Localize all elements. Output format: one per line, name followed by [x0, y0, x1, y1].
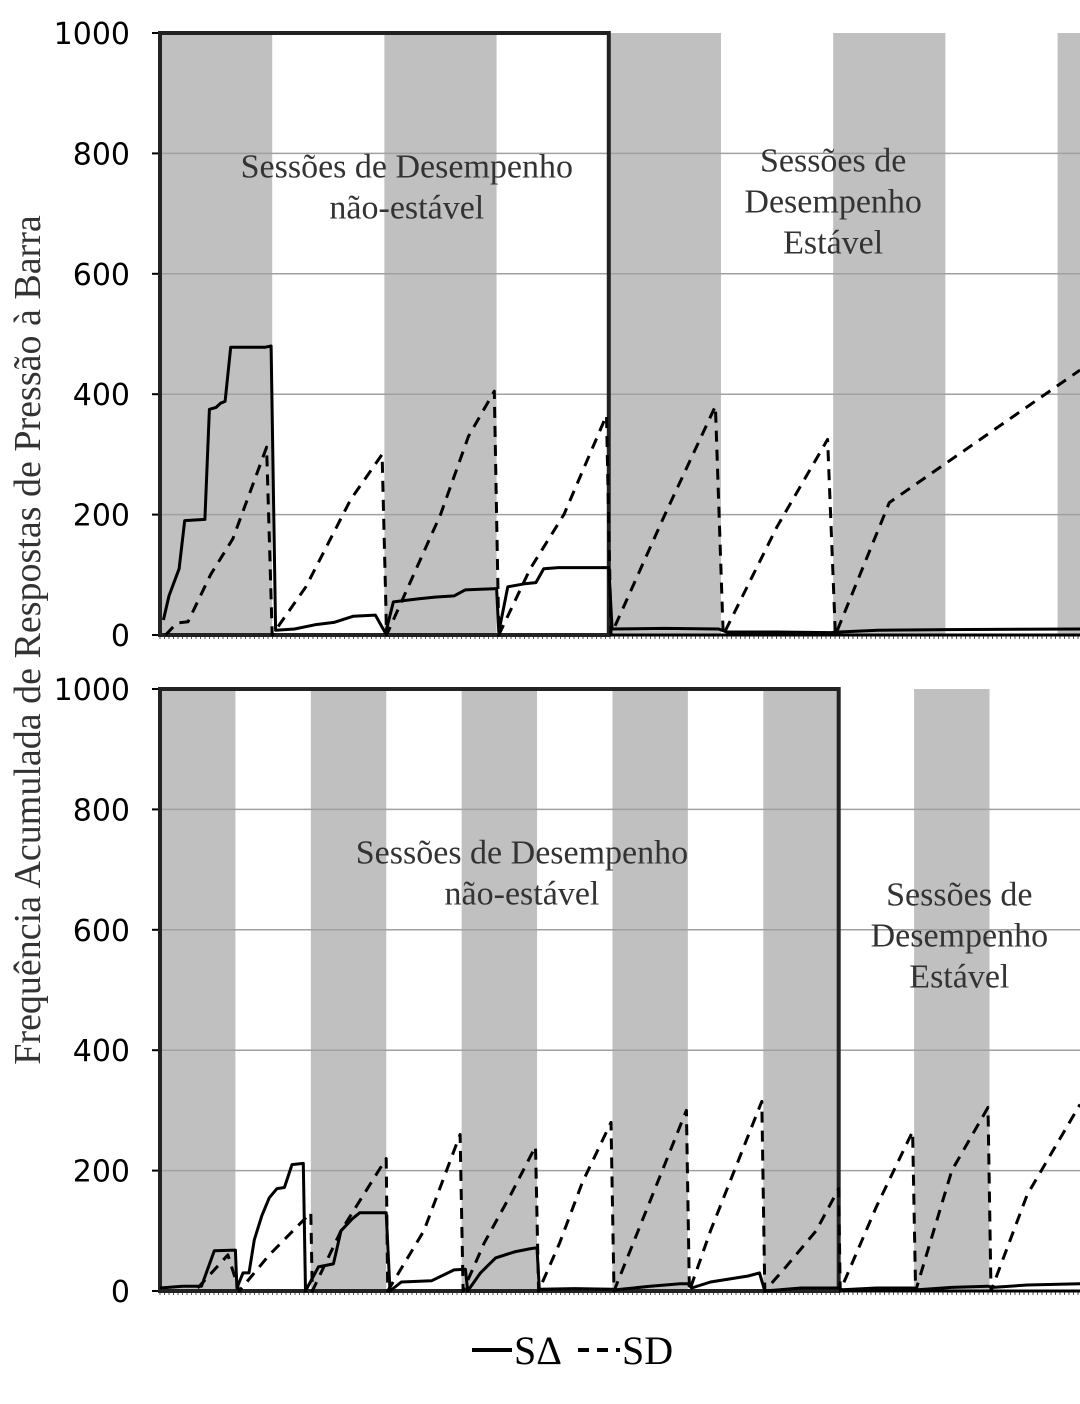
y-tick-label: 400	[73, 1034, 130, 1069]
y-tick-label: 1000	[54, 673, 130, 708]
phase-annotation-line: Desempenho	[871, 918, 1049, 955]
series-sd-line	[196, 1099, 1080, 1293]
legend-dashed-label: SD	[622, 1328, 673, 1373]
phase-annotation-line: não-estável	[329, 189, 484, 226]
phase-annotation-line: Estável	[783, 224, 883, 261]
shaded-block	[763, 689, 839, 1291]
shaded-block	[608, 33, 721, 635]
shaded-block	[310, 689, 387, 1291]
phase-annotation-line: Sessões de	[886, 877, 1032, 914]
phase-annotation-line: Estável	[909, 959, 1009, 996]
phase-annotation-line: Sessões de Desempenho	[356, 835, 688, 872]
series-sd-line	[164, 368, 1080, 637]
phase-annotation: Sessões de Desempenho Estável	[744, 142, 922, 261]
y-tick-label: 1000	[54, 17, 130, 52]
shaded-block	[1057, 33, 1080, 635]
y-tick-label: 0	[111, 619, 130, 654]
y-tick-label: 600	[73, 914, 130, 949]
series-sdelta-line	[161, 344, 1080, 635]
shaded-block	[914, 689, 990, 1291]
y-tick-label: 200	[73, 1155, 130, 1190]
chart-panel-top: 0 200 400 600 800 1000 Sessões de Desempenho nã…	[54, 17, 1080, 654]
series-sdelta-line	[159, 1161, 1080, 1293]
phase-annotation-line: não-estável	[445, 876, 600, 913]
shaded-block	[384, 33, 497, 635]
unstable-phase-frame	[158, 31, 611, 637]
y-tick-label: 400	[73, 378, 130, 413]
phase-annotation: Sessões de Desempenho não-estável	[241, 148, 573, 226]
y-axis-label: Frequência Acumulada de Respostas de Pre…	[7, 215, 49, 1065]
y-tick-label: 0	[111, 1275, 130, 1310]
phase-annotation-line: Desempenho	[744, 183, 922, 220]
unstable-phase-frame	[158, 687, 841, 1293]
phase-annotation: Sessões de Desempenho Estável	[871, 877, 1049, 996]
phase-annotation-line: Sessões de	[760, 142, 906, 179]
phase-annotation: Sessões de Desempenho não-estável	[356, 835, 688, 913]
shaded-block	[160, 33, 273, 635]
shaded-block	[160, 689, 236, 1291]
shaded-block	[833, 33, 946, 635]
y-tick-label: 800	[73, 137, 130, 172]
shaded-block	[612, 689, 688, 1291]
legend-solid-label: SΔ	[514, 1328, 562, 1373]
shaded-block	[461, 689, 538, 1291]
y-tick-label: 200	[73, 499, 130, 534]
phase-annotation-line: Sessões de Desempenho	[241, 148, 573, 185]
chart-panel-bottom: 0 200 400 600 800 1000 Sessões de Desempenho nã…	[54, 673, 1080, 1310]
y-tick-label: 800	[73, 793, 130, 828]
y-tick-label: 600	[73, 258, 130, 293]
legend: SΔ SD	[472, 1328, 673, 1373]
